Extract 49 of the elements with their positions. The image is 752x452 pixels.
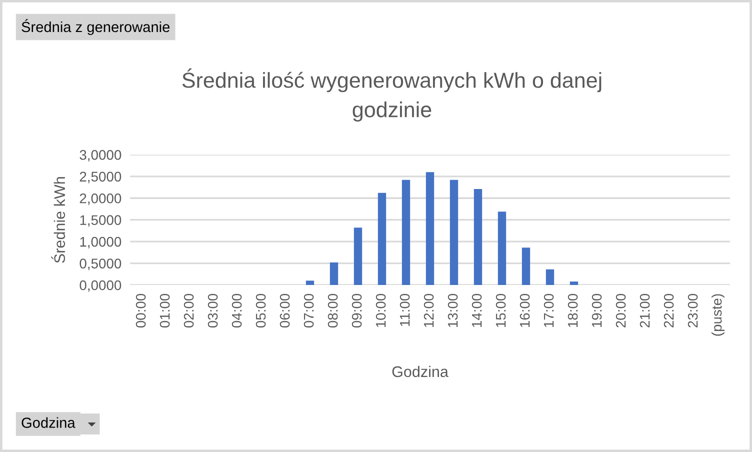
x-tick-label: 06:00 (280, 294, 290, 328)
bar (498, 212, 506, 285)
y-tick-label: 3,0000 (80, 150, 122, 162)
y-tick-label: 0,0000 (80, 280, 122, 292)
bar (522, 248, 530, 285)
x-tick-label: 11:00 (400, 294, 410, 326)
bar (450, 180, 458, 285)
x-tick-label: 02:00 (184, 294, 194, 328)
x-tick-label: 00:00 (136, 294, 146, 328)
x-tick-label: 23:00 (688, 294, 698, 328)
x-tick-label: 16:00 (520, 294, 530, 328)
bar (306, 280, 314, 285)
bar (330, 262, 338, 285)
text: Średnia z generowanie (22, 18, 170, 36)
bar (570, 282, 578, 285)
y-tick-label: 1,5000 (80, 215, 122, 227)
x-tick-label: 17:00 (544, 294, 554, 328)
x-tick-label: (puste) (712, 294, 724, 336)
x-tick-label: 03:00 (208, 294, 218, 328)
x-tick-label: 12:00 (424, 294, 434, 328)
x-tick-label: 09:00 (352, 294, 362, 328)
bar (426, 172, 434, 285)
bar (474, 189, 482, 285)
bar (378, 192, 386, 285)
x-tick-label: 19:00 (592, 294, 602, 328)
x-tick-label: 07:00 (304, 294, 314, 328)
y-axis-title: Średnie kWh (51, 177, 66, 263)
x-tick-label: 14:00 (472, 294, 482, 328)
x-tick-label: 08:00 (328, 294, 338, 328)
x-tick-label: 18:00 (568, 294, 578, 328)
bar (354, 228, 362, 285)
y-tick-label: 2,5000 (80, 172, 122, 184)
x-tick-label: 13:00 (448, 294, 458, 328)
text: Godzina (22, 417, 76, 428)
bar (546, 269, 554, 285)
x-tick-label: 05:00 (256, 294, 266, 328)
x-tick-label: 04:00 (232, 294, 242, 328)
x-tick-label: 21:00 (640, 294, 650, 328)
y-tick-label: 2,0000 (80, 193, 122, 205)
bar (402, 180, 410, 285)
x-tick-label: 22:00 (664, 294, 674, 328)
x-tick-label: 20:00 (616, 294, 626, 328)
x-axis-title: Godzina (392, 366, 448, 378)
x-tick-label: 10:00 (376, 294, 386, 328)
x-tick-label: 01:00 (160, 294, 170, 328)
chart-title: Średnia ilość wygenerowanych kWh o danej godzinie (182, 68, 602, 122)
y-tick-label: 0,5000 (80, 258, 122, 270)
y-tick-label: 1,0000 (80, 236, 122, 248)
x-tick-label: 15:00 (496, 294, 506, 328)
